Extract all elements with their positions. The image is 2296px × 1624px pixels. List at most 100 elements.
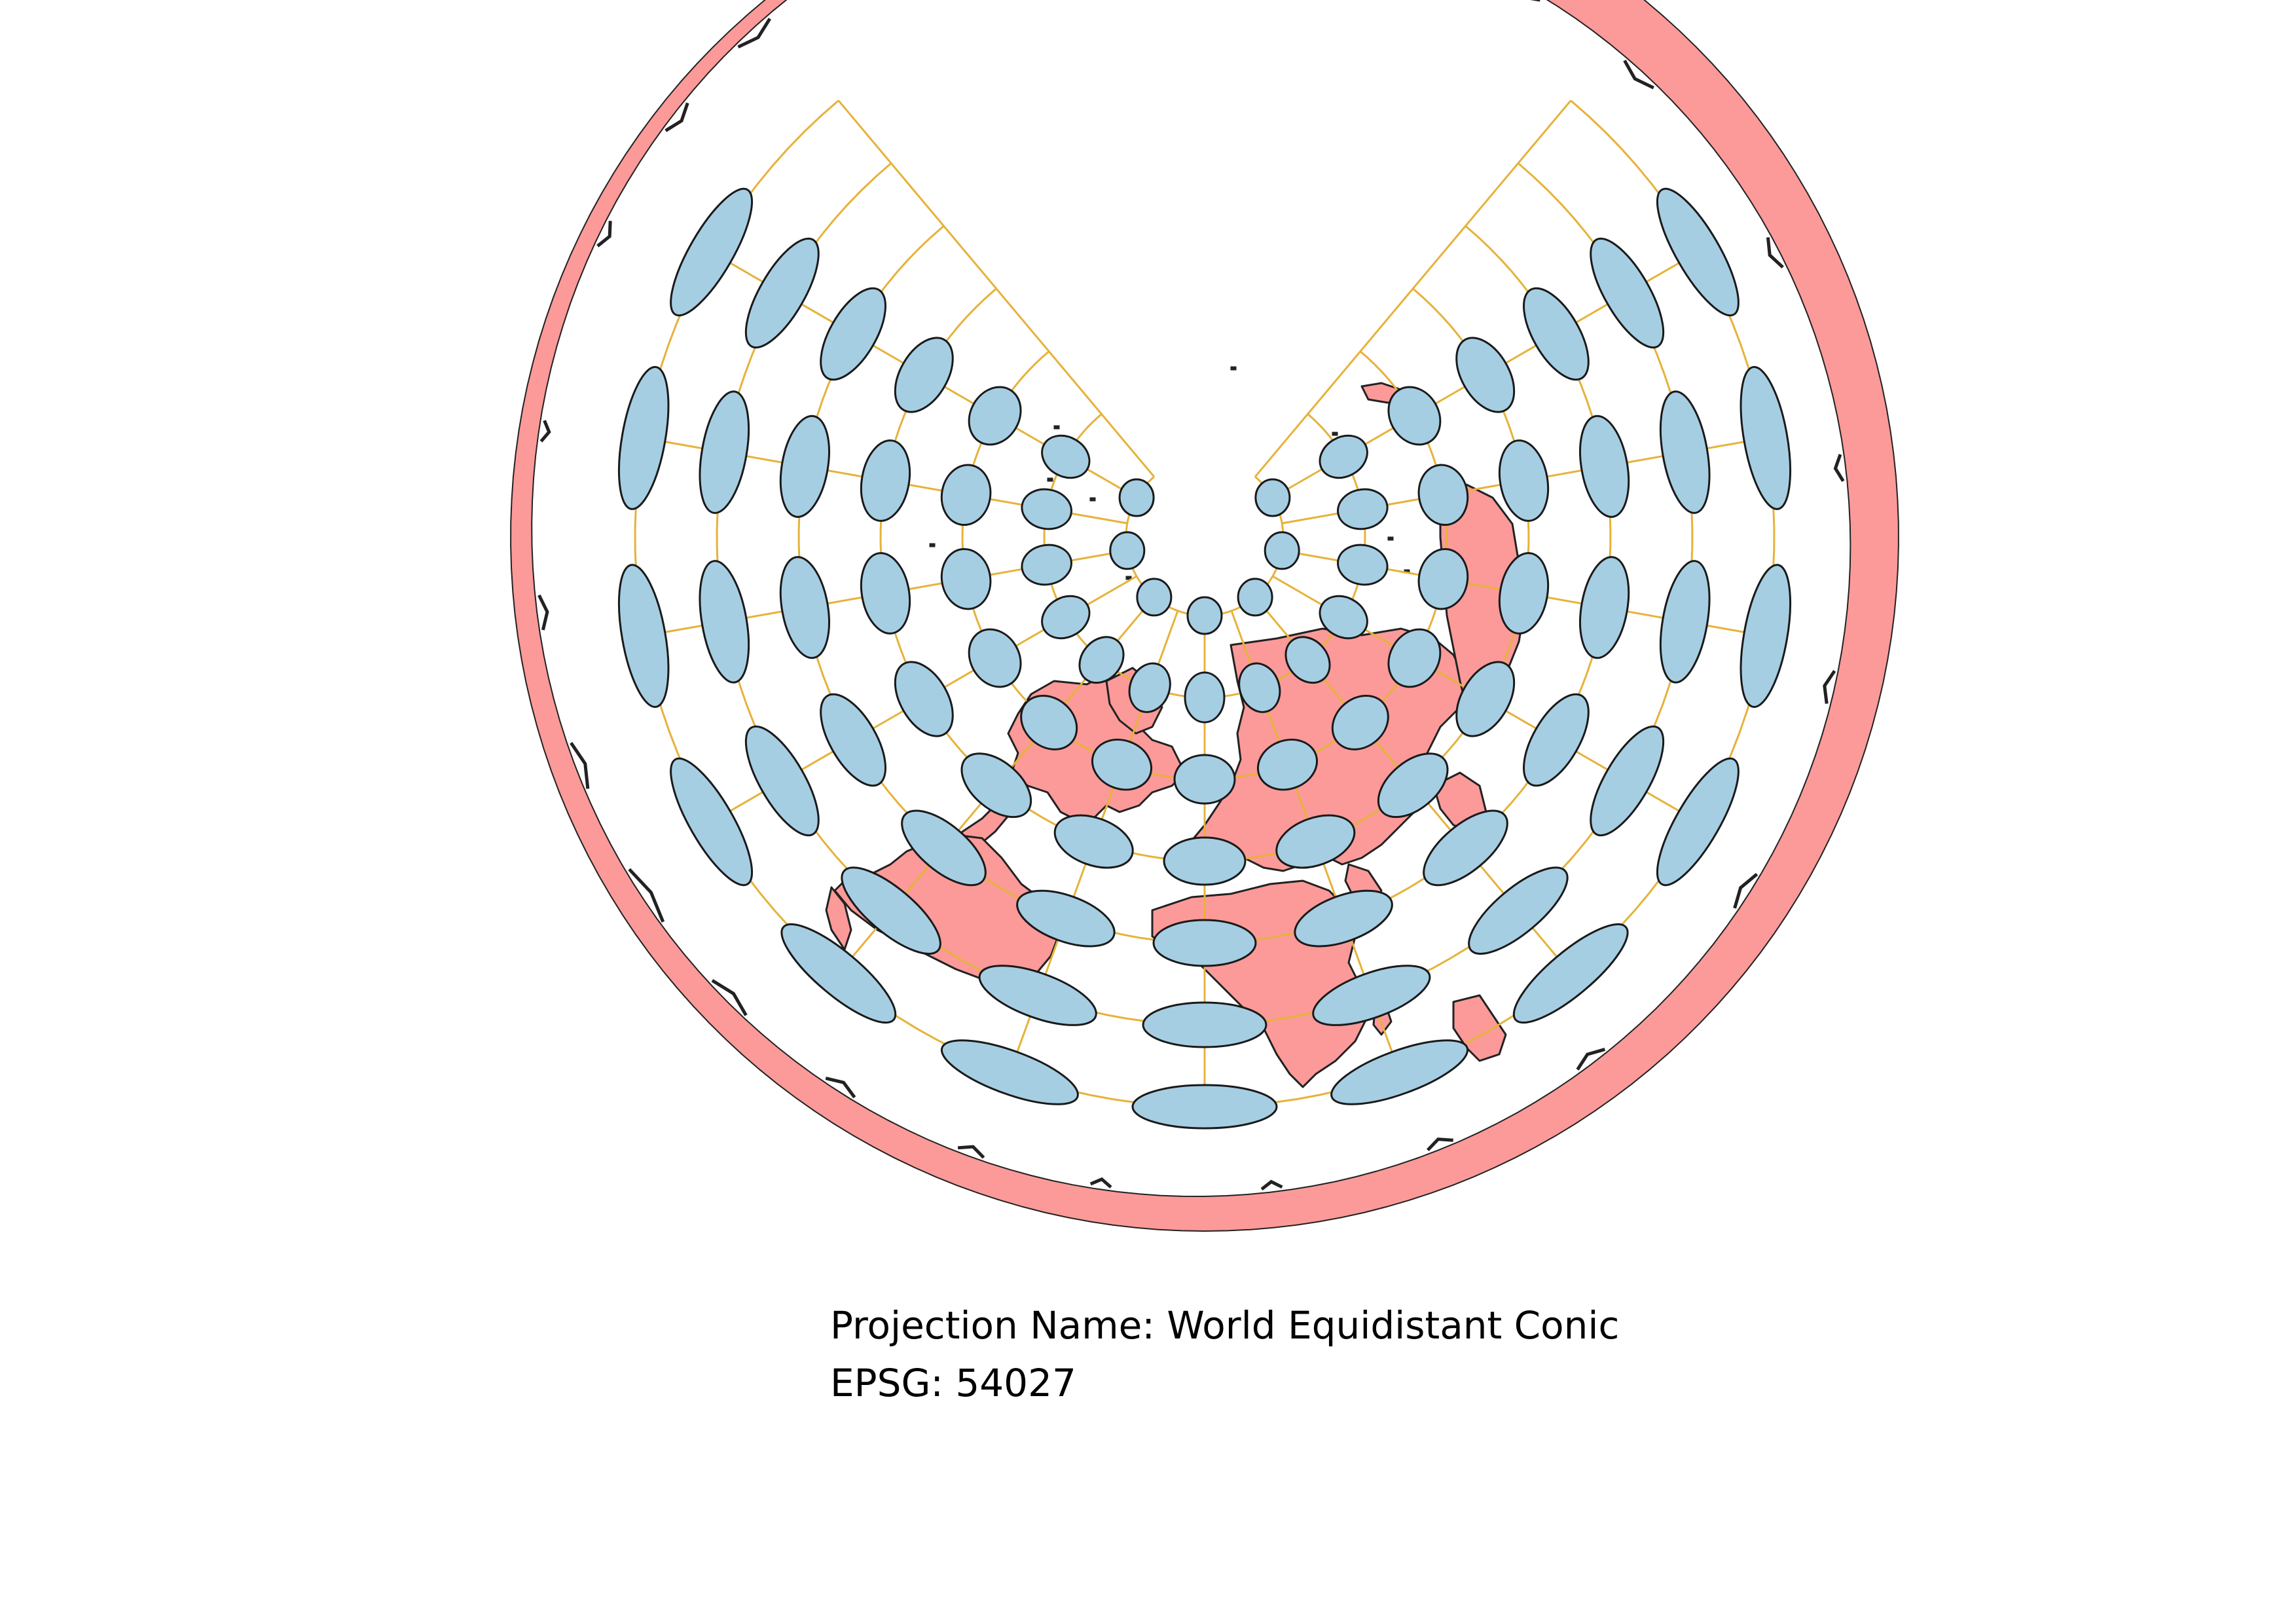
- tissot-ellipse: [1417, 464, 1469, 526]
- tissot-ellipse: [1131, 1084, 1278, 1130]
- indonesia-australia: [1452, 994, 1507, 1062]
- tissot-ellipse: [1142, 1001, 1267, 1048]
- tissot-ellipse: [1312, 965, 1431, 1026]
- tissot-ellipse: [1455, 337, 1516, 413]
- coast-fragment: [1089, 1177, 1112, 1189]
- tissot-ellipse: [1294, 889, 1393, 948]
- tissot-ellipse: [1512, 923, 1629, 1024]
- tissot-ellipse: [1041, 434, 1091, 479]
- tissot-ellipse: [1656, 757, 1740, 887]
- tissot-ellipse: [1238, 662, 1281, 713]
- tissot-ellipse: [780, 923, 897, 1024]
- tissot-ellipse: [1590, 237, 1665, 349]
- tissot-ellipse: [1285, 636, 1331, 684]
- tissot-ellipse: [1659, 560, 1711, 684]
- tissot-ellipse: [820, 693, 886, 787]
- antarctica-ring: [510, 0, 1899, 1232]
- tissot-ellipse: [1387, 386, 1442, 446]
- tissot-ellipse: [1152, 919, 1257, 967]
- tissot-ellipse: [1021, 488, 1072, 530]
- tissot-ellipse: [1455, 661, 1516, 737]
- tissot-ellipse: [1330, 1039, 1469, 1105]
- tissot-ellipse: [1163, 836, 1247, 886]
- tissot-ellipse: [1016, 889, 1116, 948]
- tissot-ellipse: [1021, 544, 1072, 586]
- tissot-ellipse: [1656, 187, 1740, 317]
- tissot-ellipse: [1417, 547, 1469, 610]
- tissot-ellipse: [1118, 478, 1155, 517]
- tissot-ellipse: [1523, 693, 1590, 787]
- coast-fragment: [628, 868, 665, 923]
- projection-name-line: Projection Name: World Equidistant Conic: [830, 1303, 1619, 1348]
- projection-name-value: World Equidistant Conic: [1167, 1303, 1620, 1348]
- tissot-ellipse: [1091, 739, 1153, 791]
- epsg-value: 54027: [955, 1361, 1076, 1405]
- tissot-ellipse: [1264, 531, 1300, 570]
- tissot-ellipse: [1275, 814, 1356, 869]
- tissot-ellipse: [670, 187, 754, 317]
- tissot-ellipse: [618, 564, 670, 709]
- tissot-ellipse: [1186, 596, 1223, 635]
- coast-fragment: [1576, 1048, 1606, 1071]
- tissot-ellipse: [1740, 564, 1791, 709]
- island-speck: [929, 543, 936, 547]
- tissot-indicatrices: [618, 187, 1791, 1130]
- tissot-ellipse: [1254, 478, 1291, 517]
- tissot-ellipse: [1337, 544, 1389, 586]
- projection-name-label: Projection Name:: [830, 1303, 1155, 1348]
- tissot-ellipse: [1078, 636, 1125, 684]
- coast-fragment: [825, 1077, 856, 1099]
- tissot-ellipse: [960, 752, 1032, 819]
- tissot-ellipse: [1319, 595, 1368, 640]
- tissot-ellipse: [1331, 694, 1389, 750]
- tissot-ellipse: [699, 390, 750, 514]
- tissot-ellipse: [968, 628, 1022, 688]
- tissot-ellipse: [1468, 866, 1569, 955]
- coast-fragment: [1823, 670, 1836, 704]
- tissot-ellipse: [1523, 287, 1590, 381]
- coast-fragment: [539, 420, 551, 443]
- tissot-ellipse: [894, 661, 954, 737]
- tissot-ellipse: [940, 1039, 1079, 1105]
- tissot-ellipse: [670, 757, 754, 887]
- tissot-ellipse: [1053, 814, 1134, 869]
- tissot-ellipse: [1579, 556, 1630, 659]
- graticule-meridian: [1254, 100, 1572, 478]
- tissot-ellipse: [1128, 662, 1171, 713]
- tissot-ellipse: [901, 809, 987, 887]
- tissot-ellipse: [978, 965, 1097, 1026]
- tissot-ellipse: [744, 237, 820, 349]
- island-speck: [1387, 536, 1394, 541]
- tissot-ellipse: [860, 439, 911, 522]
- coast-fragment: [1426, 1137, 1453, 1152]
- island-speck: [1053, 425, 1060, 430]
- tissot-ellipse: [1579, 415, 1630, 518]
- coast-fragment: [1623, 60, 1654, 90]
- tissot-ellipse: [744, 725, 820, 837]
- tissot-ellipse: [1498, 439, 1550, 522]
- coast-fragment: [1766, 237, 1784, 268]
- coast-fragment: [570, 742, 590, 789]
- graticule-meridian: [837, 100, 1156, 478]
- island-speck: [1332, 432, 1338, 436]
- tissot-ellipse: [1423, 809, 1508, 887]
- tissot-ellipse: [779, 556, 830, 659]
- tissot-ellipse: [1740, 365, 1791, 510]
- coast-fragment: [538, 594, 549, 631]
- coast-fragment: [665, 102, 689, 132]
- tissot-ellipse: [1590, 725, 1665, 837]
- tissot-ellipse: [940, 547, 992, 610]
- tissot-ellipse: [1237, 578, 1273, 617]
- coast-fragment: [596, 221, 612, 248]
- coast-fragment: [1733, 873, 1758, 909]
- tissot-ellipse: [940, 464, 992, 526]
- tissot-ellipse: [1498, 552, 1550, 635]
- tissot-ellipse: [1020, 694, 1078, 750]
- island-speck: [1089, 497, 1096, 502]
- tissot-ellipse: [1319, 434, 1368, 479]
- island-speck: [1125, 576, 1132, 580]
- tissot-ellipse: [1184, 671, 1226, 724]
- tissot-ellipse: [1136, 578, 1173, 617]
- tissot-ellipse: [841, 866, 941, 955]
